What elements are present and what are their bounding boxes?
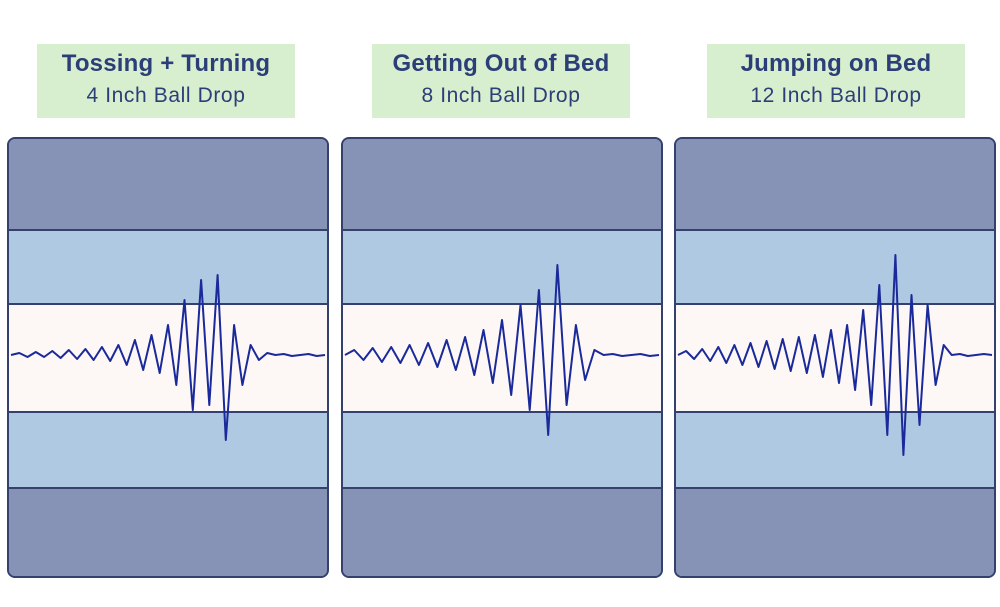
outer-band-top	[343, 139, 661, 231]
mid-band-top	[676, 229, 994, 305]
chart-panel-2	[341, 137, 663, 578]
chart-title-3: Jumping on Bed	[740, 50, 932, 77]
mid-band-top	[9, 229, 327, 305]
series-line	[10, 274, 326, 441]
mid-band-top	[343, 229, 661, 305]
chart-panel-1	[7, 137, 329, 578]
series-line	[344, 264, 660, 436]
outer-band-top	[676, 139, 994, 231]
chart-header-3: Jumping on Bed 12 Inch Ball Drop	[707, 44, 965, 118]
chart-header-2: Getting Out of Bed 8 Inch Ball Drop	[372, 44, 630, 118]
outer-band-top	[9, 139, 327, 231]
mid-band-bottom	[676, 411, 994, 489]
mid-band-bottom	[343, 411, 661, 489]
waveform-3	[677, 254, 993, 456]
chart-title-2: Getting Out of Bed	[392, 50, 610, 77]
chart-subtitle-2: 8 Inch Ball Drop	[421, 84, 581, 107]
series-line	[677, 254, 993, 456]
outer-band-bottom	[676, 489, 994, 576]
outer-band-bottom	[343, 489, 661, 576]
mid-band-bottom	[9, 411, 327, 489]
outer-band-bottom	[9, 489, 327, 576]
chart-title-1: Tossing + Turning	[61, 50, 271, 77]
waveform-1	[10, 274, 326, 441]
chart-header-1: Tossing + Turning 4 Inch Ball Drop	[37, 44, 295, 118]
chart-subtitle-1: 4 Inch Ball Drop	[86, 84, 246, 107]
chart-panel-3	[674, 137, 996, 578]
waveform-2	[344, 264, 660, 436]
chart-subtitle-3: 12 Inch Ball Drop	[750, 84, 922, 107]
